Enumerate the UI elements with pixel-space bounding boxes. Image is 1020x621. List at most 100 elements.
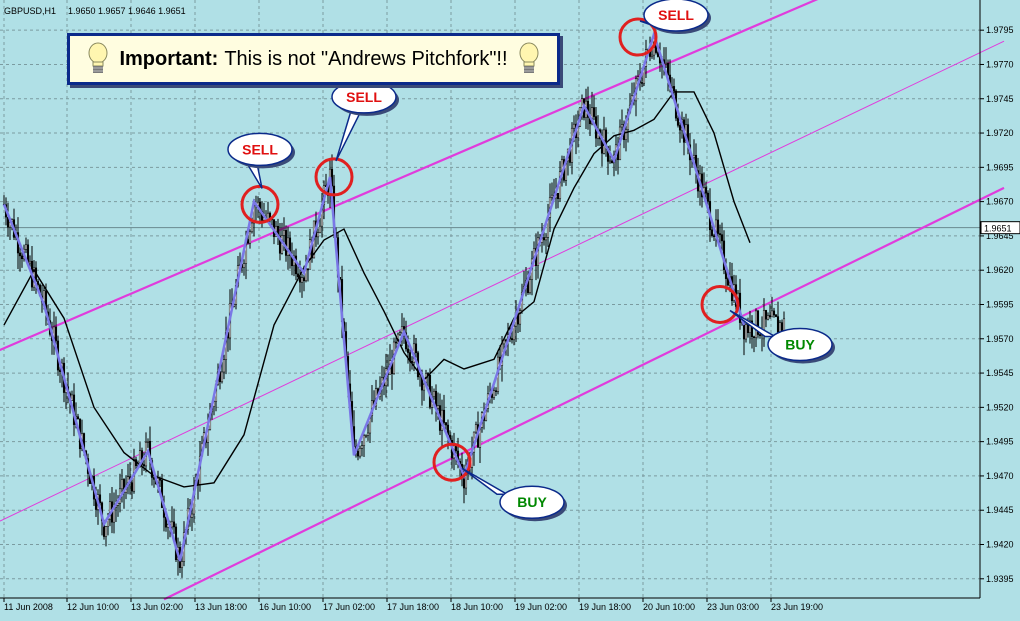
candle-body — [492, 390, 496, 398]
y-tick-label: 1.9420 — [986, 540, 1014, 550]
candle-body — [706, 192, 710, 202]
candle-body — [756, 310, 760, 335]
candle-body — [222, 359, 226, 373]
x-tick-label: 17 Jun 18:00 — [387, 602, 439, 612]
candle-body — [250, 222, 254, 233]
candle-body — [318, 225, 322, 233]
bubble-tail — [729, 309, 778, 338]
candle-body — [104, 526, 108, 537]
candle-body — [590, 107, 594, 125]
candle-body — [750, 320, 754, 338]
candle-body — [316, 232, 320, 238]
y-tick-label: 1.9795 — [986, 25, 1014, 35]
ohlc-header: 1.9650 1.9657 1.9646 1.9651 — [68, 6, 186, 16]
sell-marker-circle — [314, 157, 354, 197]
candle-body — [592, 107, 596, 117]
candle-body — [608, 160, 612, 163]
candle-body — [58, 369, 62, 372]
candle-body — [444, 422, 448, 426]
x-tick-label: 16 Jun 10:00 — [259, 602, 311, 612]
bubble-layer: SELL SELL SELL BUY BUY — [227, 0, 835, 522]
candle-body — [394, 341, 398, 344]
y-tick-label: 1.9395 — [986, 574, 1014, 584]
candle-body — [120, 479, 124, 490]
note-lead: Important: — [119, 47, 219, 70]
y-tick-label: 1.9620 — [986, 265, 1014, 275]
candle-body — [610, 160, 614, 164]
candle-body — [544, 237, 548, 241]
candle-body — [550, 194, 554, 198]
buy-label: BUY — [517, 494, 547, 510]
candle-body — [172, 521, 176, 528]
candle-body — [772, 310, 776, 316]
symbol-header: GBPUSD,H1 — [4, 6, 56, 16]
y-tick-label: 1.9570 — [986, 334, 1014, 344]
candle-body — [54, 326, 58, 342]
candle-body — [666, 62, 670, 76]
candle-body — [98, 494, 102, 504]
candle-body — [24, 244, 28, 250]
candle-body — [296, 273, 300, 277]
last-price-label: 1.9651 — [984, 224, 1012, 234]
last-price-tag — [980, 221, 1020, 235]
important-note: Important: This is not "Andrews Pitchfor… — [67, 33, 560, 85]
sell-marker-circle — [618, 17, 658, 57]
signal-bubble — [767, 327, 833, 362]
candle-body — [406, 348, 410, 353]
candle-body — [142, 464, 146, 467]
candle-body — [518, 310, 522, 325]
candle-body — [302, 277, 306, 282]
candle-body — [572, 123, 576, 129]
y-tick-label: 1.9520 — [986, 402, 1014, 412]
lightbulb-icon — [519, 42, 539, 73]
x-tick-label: 18 Jun 10:00 — [451, 602, 503, 612]
candle-body — [664, 62, 668, 65]
candle-body — [414, 343, 418, 354]
candle-body — [718, 233, 722, 235]
candle-body — [672, 86, 676, 92]
bubble-tail — [461, 467, 510, 495]
x-tick-label: 11 Jun 2008 — [4, 602, 53, 612]
candle-body — [474, 424, 478, 433]
candle-body — [494, 390, 498, 392]
candle-body — [220, 371, 224, 383]
x-tick-label: 12 Jun 10:00 — [67, 602, 119, 612]
candle-body — [398, 332, 402, 335]
candle-body — [284, 230, 288, 256]
candle-body — [266, 212, 270, 220]
candle-body — [364, 435, 368, 437]
marker-layer — [240, 17, 740, 482]
y-tick-label: 1.9445 — [986, 505, 1014, 515]
candle-body — [180, 561, 184, 568]
buy-marker-circle — [700, 284, 740, 324]
candle-body — [770, 310, 774, 318]
candle-body — [636, 76, 640, 80]
x-tick-label: 23 Jun 19:00 — [771, 602, 823, 612]
signal-bubble — [499, 485, 565, 519]
candle-body — [692, 154, 696, 158]
candle-body — [752, 336, 756, 339]
candle-body — [710, 229, 714, 236]
candle-body — [776, 316, 780, 334]
x-tick-label: 19 Jun 02:00 — [515, 602, 567, 612]
candle-body — [268, 212, 272, 218]
zigzag-layer — [2, 29, 746, 562]
candle-body — [282, 230, 286, 236]
zigzag-line — [2, 29, 746, 562]
candle-body — [556, 192, 560, 199]
candle-body — [36, 281, 40, 286]
buy-label: BUY — [785, 336, 815, 352]
candle-body — [744, 324, 748, 340]
candle-body — [726, 278, 730, 286]
candle-body — [768, 315, 772, 318]
candle-body — [190, 513, 194, 518]
candle-body — [774, 314, 778, 317]
candle-body — [542, 237, 546, 241]
candle-body — [400, 326, 404, 333]
y-tick-label: 1.9645 — [986, 231, 1014, 241]
candle-body — [278, 235, 282, 254]
y-tick-label: 1.9745 — [986, 94, 1014, 104]
